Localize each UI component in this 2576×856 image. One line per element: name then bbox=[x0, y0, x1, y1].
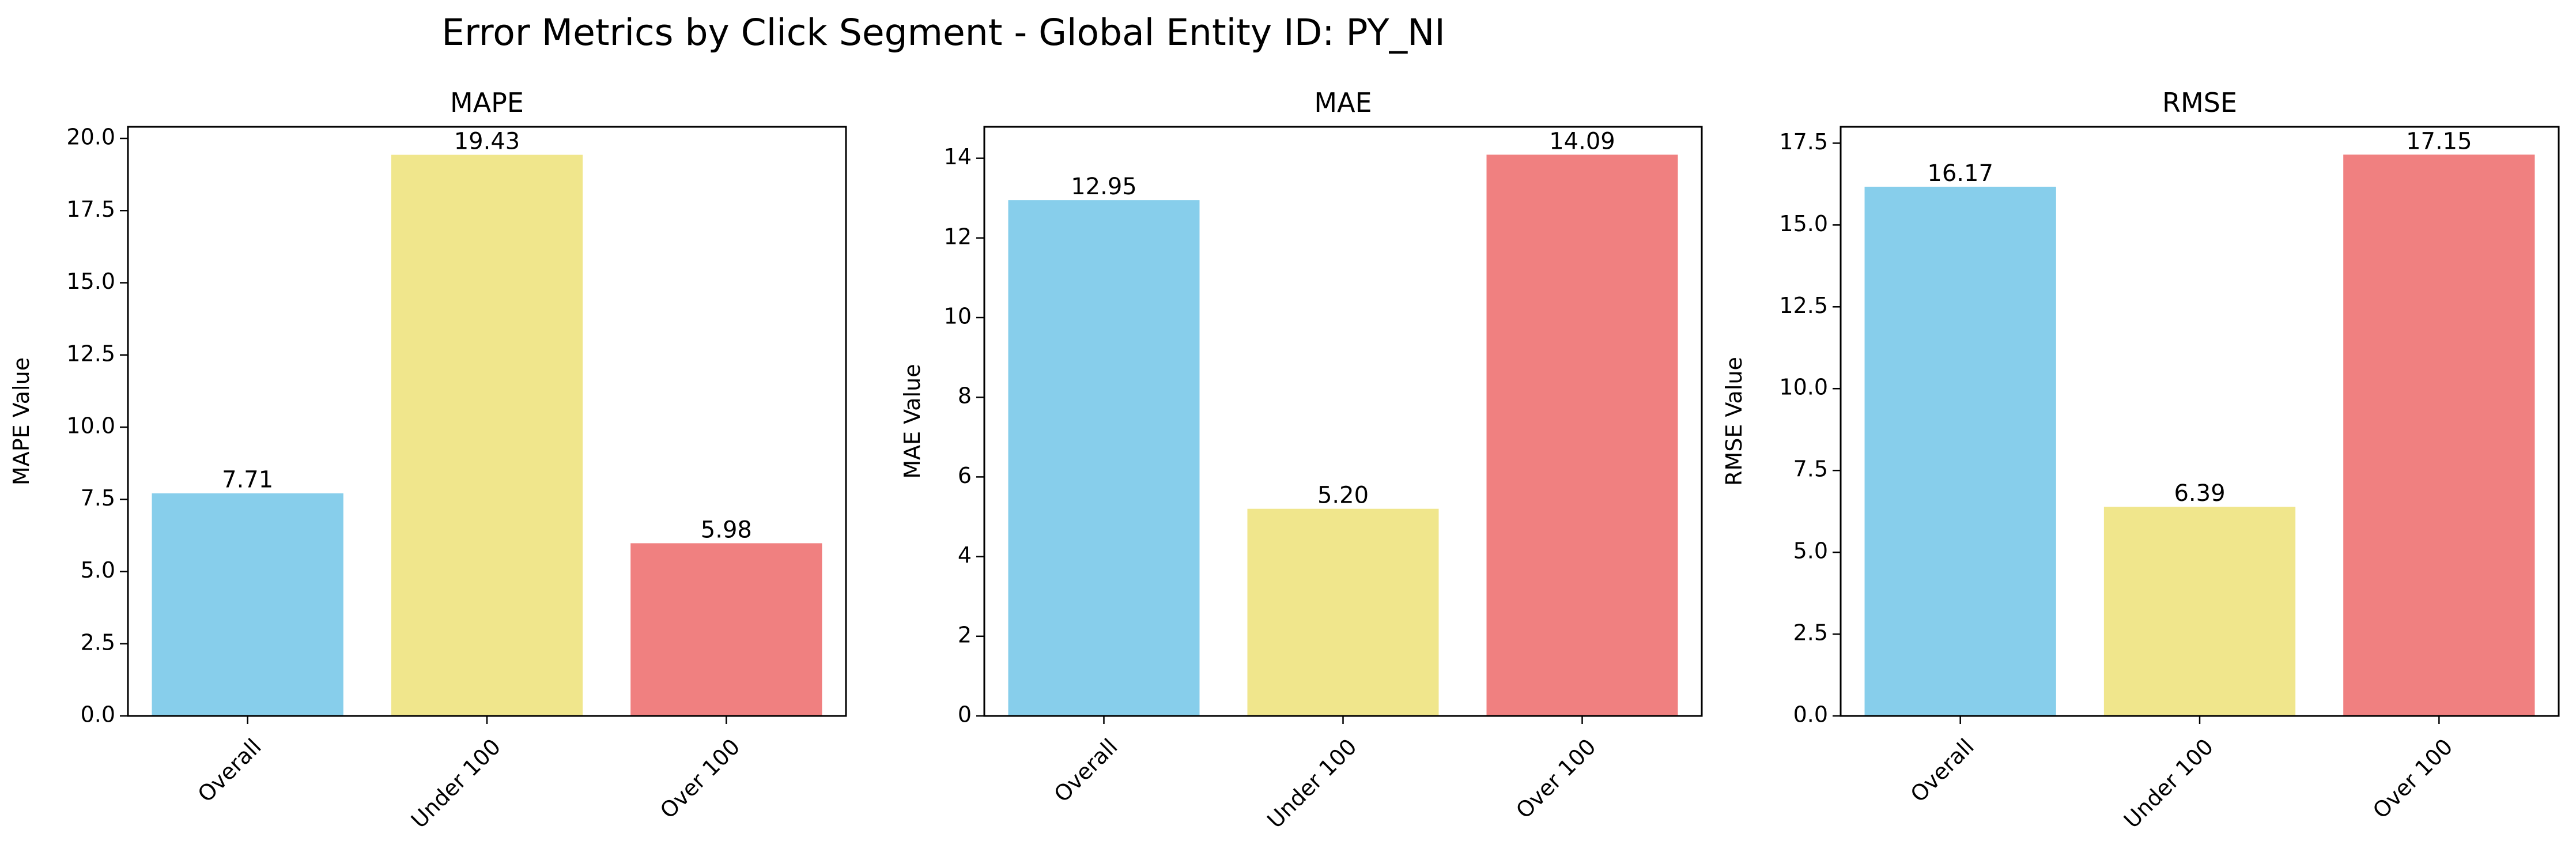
figure-title: Error Metrics by Click Segment - Global … bbox=[441, 12, 1445, 54]
rmse-y-tick-label: 10.0 bbox=[1779, 375, 1828, 400]
mae-bar-under-100 bbox=[1247, 508, 1439, 716]
mape-y-tick-label: 2.5 bbox=[81, 629, 115, 655]
mae-bar-value-label-over-100: 14.09 bbox=[1549, 128, 1615, 154]
mae-y-tick-label: 14 bbox=[944, 144, 972, 169]
rmse-y-tick-label: 0.0 bbox=[1793, 702, 1828, 727]
mae-axes-frame bbox=[983, 126, 1703, 717]
mape-chart-title: MAPE bbox=[450, 87, 524, 118]
rmse-y-tick-label: 15.0 bbox=[1779, 211, 1828, 236]
mape-y-tick-label: 5.0 bbox=[81, 557, 115, 583]
rmse-bar-under-100 bbox=[2103, 507, 2296, 716]
mae-y-tick-label: 6 bbox=[958, 463, 972, 488]
rmse-y-tick-label: 12.5 bbox=[1779, 293, 1828, 318]
mape-y-tick-label: 20.0 bbox=[66, 125, 115, 150]
mae-y-tick-label: 4 bbox=[958, 542, 972, 568]
mape-y-axis-label: MAPE Value bbox=[9, 357, 34, 485]
rmse-y-tick-label: 7.5 bbox=[1793, 457, 1828, 482]
mape-bar-value-label-overall: 7.71 bbox=[222, 467, 273, 493]
mae-y-tick-label: 8 bbox=[958, 383, 972, 409]
mae-bar-value-label-under-100: 5.20 bbox=[1317, 482, 1369, 509]
rmse-axes-frame bbox=[1840, 126, 2560, 717]
mae-bar-over-100 bbox=[1486, 154, 1678, 717]
mape-y-tick-label: 7.5 bbox=[81, 485, 115, 511]
mape-bar-over-100 bbox=[630, 543, 822, 716]
rmse-bar-over-100 bbox=[2343, 154, 2535, 716]
rmse-y-tick-label: 17.5 bbox=[1779, 129, 1828, 154]
rmse-bar-value-label-over-100: 17.15 bbox=[2406, 128, 2472, 154]
mape-y-tick-label: 12.5 bbox=[66, 341, 115, 366]
mape-bar-overall bbox=[152, 493, 343, 716]
mape-y-tick-label: 15.0 bbox=[66, 269, 115, 294]
mae-y-tick-label: 2 bbox=[958, 622, 972, 647]
mae-bar-value-label-overall: 12.95 bbox=[1071, 174, 1137, 200]
mape-bar-value-label-over-100: 5.98 bbox=[701, 516, 752, 543]
mape-bar-value-label-under-100: 19.43 bbox=[454, 129, 520, 155]
rmse-bar-value-label-overall: 16.17 bbox=[1927, 160, 1993, 187]
mape-y-tick-label: 17.5 bbox=[66, 197, 115, 222]
mae-y-tick-label: 10 bbox=[944, 303, 972, 329]
rmse-bar-overall bbox=[1864, 186, 2056, 716]
mae-y-tick-label: 0 bbox=[958, 702, 972, 727]
mape-y-tick-label: 0.0 bbox=[81, 702, 115, 727]
rmse-chart-title: RMSE bbox=[2162, 87, 2237, 118]
rmse-bar-value-label-under-100: 6.39 bbox=[2174, 480, 2225, 507]
rmse-y-tick-label: 5.0 bbox=[1793, 538, 1828, 564]
mae-y-axis-label: MAE Value bbox=[900, 364, 925, 478]
rmse-y-axis-label: RMSE Value bbox=[1721, 357, 1747, 486]
mape-y-tick-label: 10.0 bbox=[66, 413, 115, 439]
mape-bar-under-100 bbox=[391, 154, 583, 716]
mape-axes-frame bbox=[127, 126, 847, 717]
mae-chart-title: MAE bbox=[1314, 87, 1372, 118]
rmse-y-tick-label: 2.5 bbox=[1793, 620, 1828, 646]
mae-y-tick-label: 12 bbox=[944, 224, 972, 249]
mae-bar-overall bbox=[1008, 200, 1200, 716]
